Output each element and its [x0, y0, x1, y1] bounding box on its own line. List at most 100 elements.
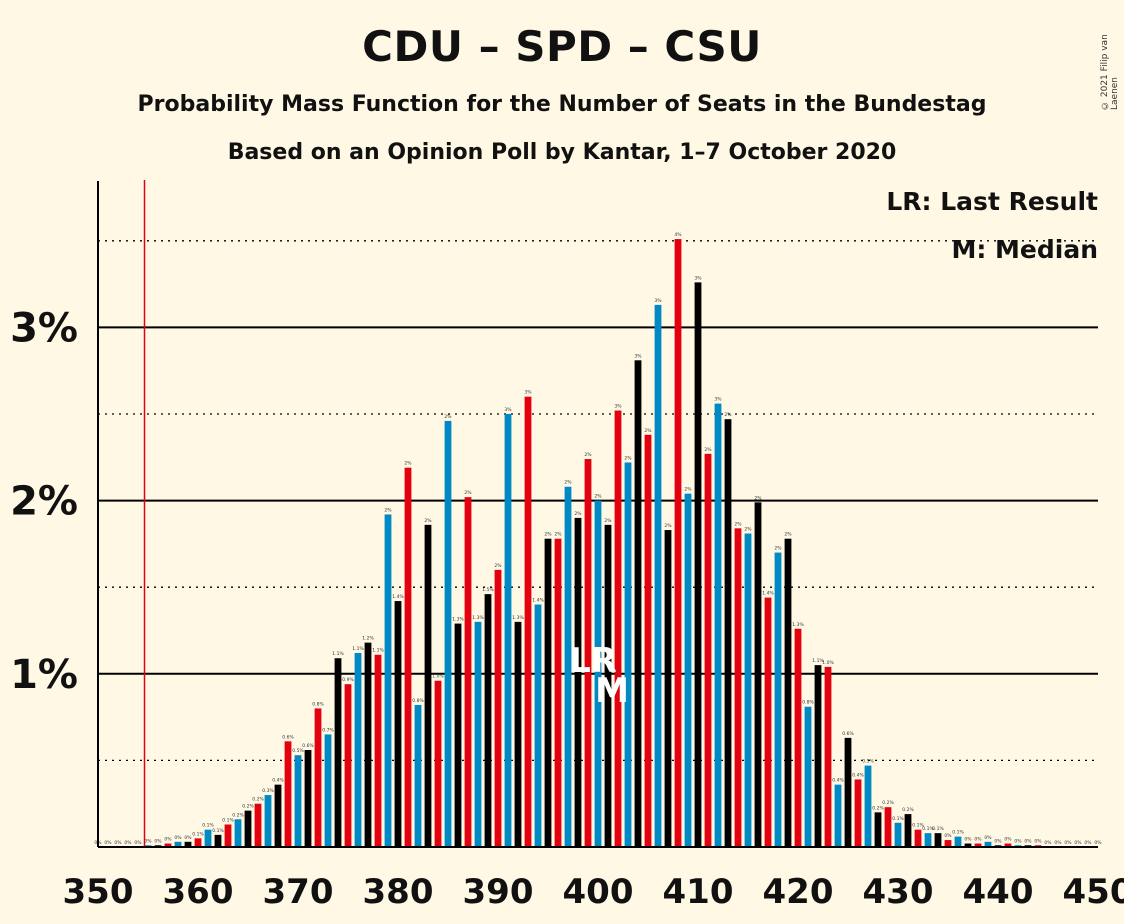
- bar-value-label: 0%: [944, 833, 952, 839]
- bar-value-label: 1.4%: [392, 594, 404, 600]
- bar-value-label: 1.4%: [532, 598, 544, 604]
- bar-419: [784, 538, 792, 847]
- bar-value-label: 3%: [614, 404, 622, 410]
- bar-value-label: 1.1%: [352, 646, 364, 652]
- bar-357: [164, 843, 172, 847]
- bar-value-label: 0%: [1024, 838, 1032, 844]
- bar-value-label: 2%: [564, 480, 572, 486]
- bar-value-label: 0.1%: [932, 826, 944, 832]
- bar-396: [554, 538, 562, 847]
- bar-436: [954, 836, 962, 847]
- x-tick-label: 440: [963, 872, 1034, 912]
- bar-value-label: 0.4%: [272, 778, 284, 784]
- bar-428: [874, 812, 882, 847]
- bar-value-label: 0.1%: [892, 816, 904, 822]
- bar-385: [444, 420, 452, 847]
- x-tick-label: 380: [363, 872, 434, 912]
- bar-399: [584, 459, 592, 847]
- bar-430: [894, 822, 902, 847]
- bar-value-label: 0.1%: [922, 826, 934, 832]
- bar-409: [684, 493, 692, 847]
- bar-value-label: 3%: [524, 390, 532, 396]
- bar-405: [644, 434, 652, 847]
- bar-value-label: 2%: [584, 452, 592, 458]
- y-tick-label: 2%: [10, 479, 78, 525]
- bar-432: [914, 829, 922, 847]
- y-tick-label: 3%: [10, 305, 78, 351]
- bar-value-label: 0%: [134, 840, 142, 846]
- bar-value-label: 0%: [1054, 840, 1062, 846]
- bar-370: [294, 755, 302, 847]
- bar-value-label: 2%: [554, 532, 562, 538]
- bar-386: [454, 623, 462, 847]
- bar-375: [344, 684, 352, 847]
- bar-416: [754, 502, 762, 847]
- bar-411: [704, 453, 712, 847]
- bar-367: [264, 795, 272, 847]
- bar-404: [634, 360, 642, 847]
- bar-value-label: 1.3%: [792, 622, 804, 628]
- bar-424: [834, 784, 842, 847]
- bar-364: [234, 819, 242, 847]
- bar-value-label: 2%: [784, 532, 792, 538]
- bar-415: [744, 533, 752, 847]
- bar-368: [274, 784, 282, 847]
- bar-437: [964, 843, 972, 847]
- bar-value-label: 0.1%: [912, 823, 924, 829]
- bar-400: [594, 500, 602, 847]
- bar-390: [494, 569, 502, 847]
- x-tick-label: 410: [663, 872, 734, 912]
- bar-387: [464, 497, 472, 847]
- bar-382: [414, 704, 422, 847]
- bar-value-label: 0.2%: [232, 812, 244, 818]
- bar-420: [794, 628, 802, 847]
- bar-value-label: 0%: [1004, 837, 1012, 843]
- bar-value-label: 2%: [604, 518, 612, 524]
- bar-value-label: 2%: [774, 546, 782, 552]
- bar-value-label: 0.1%: [222, 817, 234, 823]
- bar-441: [1004, 843, 1012, 847]
- bar-414: [734, 528, 742, 847]
- chart-subtitle: Probability Mass Function for the Number…: [137, 92, 987, 117]
- bar-365: [244, 810, 252, 847]
- bar-value-label: 1.3%: [472, 615, 484, 621]
- x-tick-label: 390: [463, 872, 534, 912]
- bar-value-label: 2%: [494, 563, 502, 569]
- bar-value-label: 0.2%: [882, 800, 894, 806]
- bar-value-label: 2%: [444, 414, 452, 420]
- bar-362: [214, 834, 222, 847]
- bar-366: [254, 803, 262, 847]
- bar-value-label: 1.1%: [332, 651, 344, 657]
- bars: 0%0%0%0%0%0%0%0%0%0%0.1%0.1%0.1%0.1%0.2%…: [94, 232, 1102, 847]
- bar-425: [844, 737, 852, 847]
- bar-value-label: 1.5%: [482, 587, 494, 593]
- bar-value-label: 2%: [384, 507, 392, 513]
- legend-last-result: LR: Last Result: [886, 187, 1098, 216]
- bar-379: [384, 514, 392, 847]
- bar-391: [504, 414, 512, 847]
- bar-380: [394, 601, 402, 847]
- bar-value-label: 0%: [1014, 838, 1022, 844]
- bar-427: [864, 765, 872, 847]
- bar-358: [174, 841, 182, 847]
- bar-value-label: 0.6%: [842, 731, 854, 737]
- bar-value-label: 0%: [154, 838, 162, 844]
- bar-438: [974, 843, 982, 847]
- bar-413: [724, 419, 732, 847]
- bar-397: [564, 486, 572, 847]
- bar-value-label: 0%: [1064, 840, 1072, 846]
- bar-value-label: 0%: [114, 840, 122, 846]
- last-result-marker: LR: [569, 641, 617, 681]
- bar-value-label: 0%: [174, 835, 182, 841]
- bar-value-label: 0.1%: [192, 831, 204, 837]
- bar-422: [814, 665, 822, 847]
- bar-value-label: 0.5%: [292, 748, 304, 754]
- median-marker: M: [595, 671, 629, 711]
- bar-value-label: 0%: [1044, 840, 1052, 846]
- bar-376: [354, 653, 362, 847]
- bar-value-label: 0%: [124, 840, 132, 846]
- bar-value-label: 0.2%: [902, 807, 914, 813]
- bar-value-label: 0.8%: [802, 700, 814, 706]
- bar-value-label: 0.7%: [322, 727, 334, 733]
